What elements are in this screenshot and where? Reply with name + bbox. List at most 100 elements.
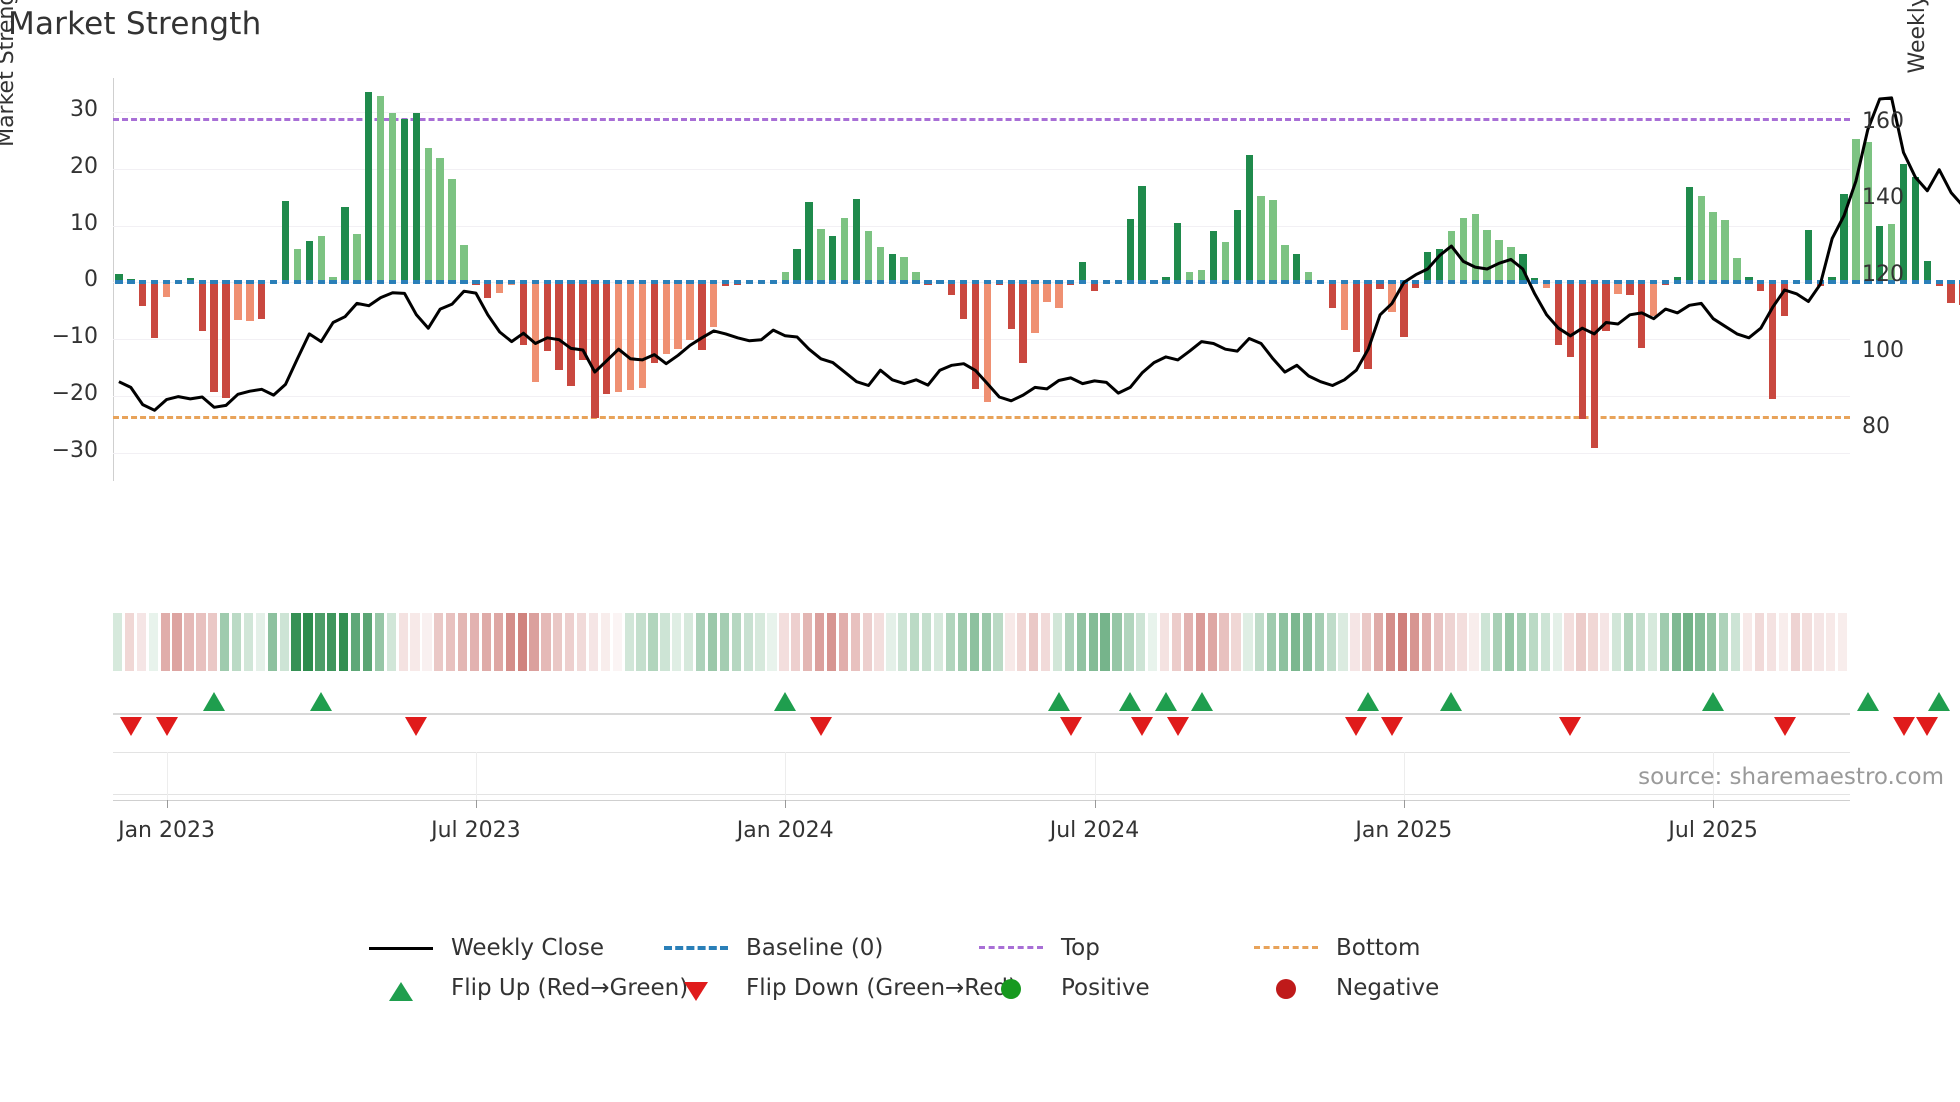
- baseline-segment: [1352, 280, 1360, 285]
- strength-bar: [305, 240, 313, 283]
- strength-bar: [1090, 282, 1099, 292]
- legend-item-top[interactable]: Top: [975, 928, 1100, 968]
- baseline-segment: [329, 280, 337, 285]
- strength-bar: [531, 282, 540, 382]
- strength-bar: [864, 230, 873, 283]
- heatmap-cell: [315, 613, 325, 671]
- heatmap-cell: [1814, 613, 1824, 671]
- heatmap-cell: [208, 613, 218, 671]
- heatmap-cell: [279, 613, 289, 671]
- flip-down-marker: [1559, 717, 1582, 736]
- strength-bar: [1840, 193, 1848, 283]
- baseline-segment: [1542, 280, 1551, 285]
- baseline-segment: [353, 280, 361, 285]
- strength-bar: [1197, 270, 1206, 283]
- strength-bar: [876, 246, 885, 283]
- baseline-segment: [1745, 280, 1753, 285]
- x-tick-label: Jul 2023: [431, 818, 521, 843]
- flip-up-marker: [1154, 692, 1177, 711]
- heatmap-cell: [1683, 613, 1693, 671]
- baseline-segment: [269, 280, 278, 285]
- baseline-segment: [1673, 280, 1682, 285]
- baseline-segment: [1828, 280, 1836, 285]
- heatmap-cell: [1481, 613, 1491, 671]
- strength-bar: [793, 249, 801, 283]
- x-axis-line: [113, 800, 1850, 801]
- baseline-segment: [281, 280, 290, 285]
- legend-item-baseline[interactable]: Baseline (0): [660, 928, 883, 968]
- baseline-segment: [174, 280, 183, 285]
- legend-item-bottom[interactable]: Bottom: [1250, 928, 1420, 968]
- heatmap-cell: [981, 613, 991, 671]
- heatmap-cell: [1790, 613, 1800, 671]
- baseline-segment: [959, 280, 968, 285]
- baseline-segment: [1435, 280, 1444, 285]
- heatmap-cell: [1088, 613, 1098, 671]
- strength-bar: [1221, 242, 1230, 283]
- legend-label: Flip Up (Red→Green): [451, 975, 689, 1001]
- strength-bar: [329, 276, 337, 283]
- heatmap-cell: [1064, 613, 1075, 671]
- strength-bar: [603, 282, 611, 395]
- baseline-segment: [876, 280, 885, 285]
- baseline-segment: [388, 280, 397, 285]
- flip-up-marker: [203, 692, 226, 711]
- baseline-segment: [1757, 280, 1765, 285]
- legend-item-flip-up[interactable]: Flip Up (Red→Green): [365, 968, 688, 1008]
- flip-down-marker: [1131, 717, 1154, 736]
- strength-bar: [222, 282, 230, 398]
- legend-item-negative[interactable]: Negative: [1250, 968, 1439, 1008]
- heatmap-cell: [1183, 613, 1194, 671]
- strength-bar: [377, 96, 385, 283]
- baseline-segment: [1269, 280, 1277, 285]
- chart-legend: Weekly Close Baseline (0) Top Bottom Flip U…: [369, 928, 1580, 1008]
- gridline: [113, 339, 1850, 341]
- flip-up-marker: [1190, 692, 1213, 711]
- heatmap-cell: [922, 613, 932, 671]
- heatmap-cell: [612, 613, 622, 671]
- strength-bar: [1328, 282, 1337, 309]
- baseline-segment: [864, 280, 873, 285]
- strength-bar: [1507, 246, 1515, 283]
- legend-item-positive[interactable]: Positive: [975, 968, 1150, 1008]
- baseline-segment: [246, 280, 254, 285]
- heatmap-cell: [1564, 613, 1574, 671]
- heatmap-cell: [969, 613, 979, 671]
- strength-bar: [1542, 282, 1551, 288]
- strength-bar: [1578, 282, 1586, 420]
- strength-bar: [543, 282, 551, 351]
- strength-bar: [1388, 282, 1396, 313]
- main-chart-plot: [113, 78, 1960, 481]
- baseline-segment: [1304, 280, 1313, 285]
- strength-bar: [519, 282, 528, 346]
- baseline-segment: [495, 280, 504, 285]
- baseline-segment: [150, 280, 159, 285]
- baseline-segment: [1245, 280, 1253, 285]
- panel-vertical-gridline: [1094, 752, 1096, 800]
- strength-bar: [1483, 229, 1491, 283]
- gridline: [113, 112, 1850, 114]
- heatmap-cell: [898, 613, 908, 671]
- strength-bar: [1043, 282, 1051, 302]
- legend-item-weekly-close[interactable]: Weekly Close: [365, 928, 604, 968]
- heatmap-cell: [1409, 613, 1420, 671]
- heatmap-cell: [1469, 613, 1479, 671]
- strength-bar: [626, 282, 635, 390]
- weekly-close-line: [118, 96, 1960, 412]
- baseline-segment: [579, 280, 587, 285]
- gridline: [113, 395, 1850, 397]
- legend-item-flip-down[interactable]: Flip Down (Green→Red): [660, 968, 1017, 1008]
- gridline: [113, 168, 1850, 170]
- heatmap-cell: [1742, 613, 1753, 671]
- strength-bar: [436, 158, 444, 283]
- y-tick-right: 120: [1862, 261, 1904, 287]
- heatmap-cell: [993, 613, 1003, 671]
- baseline-segment: [507, 280, 516, 285]
- strength-bar: [150, 282, 159, 338]
- heatmap-cell: [1302, 613, 1312, 671]
- legend-label: Top: [1061, 935, 1100, 961]
- heatmap-cell: [1112, 613, 1122, 671]
- baseline-segment: [710, 280, 718, 285]
- strength-bar: [1055, 282, 1063, 308]
- bottom-icon: [1250, 936, 1322, 960]
